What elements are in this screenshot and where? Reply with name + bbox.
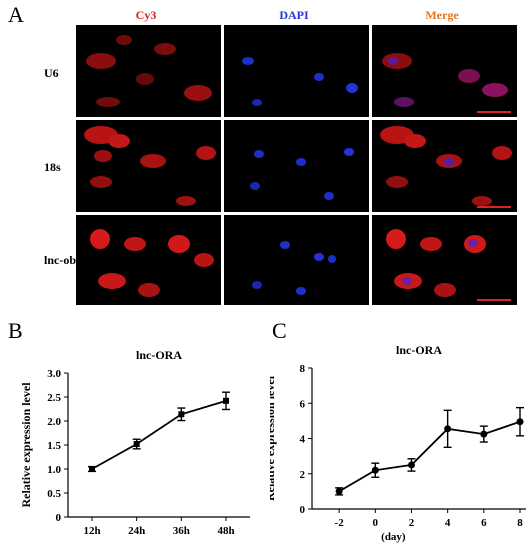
row-label-u6: U6 (44, 66, 59, 80)
data-point (407, 461, 415, 469)
x-tick-label: -2 (335, 517, 345, 529)
line-chart-c: lnc-ORA Relative expression level 0 2 4 6 8 -2 0… (270, 343, 526, 543)
column-header-dapi: DAPI (279, 8, 309, 22)
chart-title: lnc-ORA (136, 348, 182, 362)
micrograph-u6-cy3 (76, 25, 221, 117)
x-tick-label: 2 (409, 517, 415, 529)
y-tick-label: 1.5 (47, 440, 61, 452)
data-point (223, 397, 229, 404)
x-tick-label: 48h (217, 525, 234, 537)
data-point (133, 441, 140, 448)
row-label-18s: 18s (44, 160, 61, 174)
y-tick-label: 8 (300, 363, 306, 375)
column-header-merge: Merge (425, 8, 459, 22)
panel-c-letter: C (272, 318, 287, 343)
series-line (338, 420, 521, 493)
x-tick-label: 8 (517, 517, 523, 529)
y-axis-label: Relative expression level (19, 382, 33, 508)
x-tick-label: 36h (173, 525, 190, 537)
x-tick-label: 6 (481, 517, 487, 529)
series-line (91, 399, 227, 470)
micrograph-lnc-ob1-merge (372, 215, 517, 305)
micrograph-lnc-ob1-cy3 (76, 215, 221, 305)
data-point (178, 411, 185, 418)
micrograph-18s-merge (372, 120, 517, 212)
micrograph-18s-dapi (224, 120, 369, 212)
data-point (480, 430, 488, 438)
micrograph-u6-merge (372, 25, 517, 117)
micrograph-18s-cy3 (76, 120, 221, 212)
micrograph-u6-dapi (224, 25, 369, 117)
data-point (89, 466, 95, 472)
y-tick-label: 1.0 (47, 464, 61, 476)
y-tick-label: 0 (56, 512, 62, 524)
data-point (335, 487, 343, 495)
y-tick-label: 4 (300, 434, 306, 446)
chart-title: lnc-ORA (396, 343, 442, 357)
x-tick-label: 0 (373, 517, 379, 529)
x-tick-label: 4 (445, 517, 451, 529)
y-axis-label: Relative expression level (270, 375, 277, 501)
y-tick-label: 2.5 (47, 392, 61, 404)
line-chart-b: lnc-ORA Relative expression level 0 0.5 1.0 1… (19, 348, 250, 537)
y-tick-label: 2 (300, 469, 306, 481)
y-tick-label: 2.0 (47, 416, 61, 428)
y-tick-label: 6 (300, 398, 306, 410)
column-header-cy3: Cy3 (135, 8, 157, 22)
panel-a-letter: A (8, 2, 24, 27)
y-tick-label: 0 (300, 504, 306, 516)
y-tick-label: 3.0 (47, 368, 61, 380)
data-point (371, 466, 379, 474)
data-point (516, 418, 524, 426)
data-point (444, 425, 452, 433)
row-label-lnc-ob1: lnc-ob1 (44, 253, 83, 267)
micrograph-lnc-ob1-dapi (224, 215, 369, 305)
x-axis-label: (day) (381, 531, 406, 543)
y-tick-label: 0.5 (47, 488, 61, 500)
panel-b-letter: B (8, 318, 23, 343)
x-tick-label: 12h (83, 525, 100, 537)
x-tick-label: 24h (128, 525, 145, 537)
